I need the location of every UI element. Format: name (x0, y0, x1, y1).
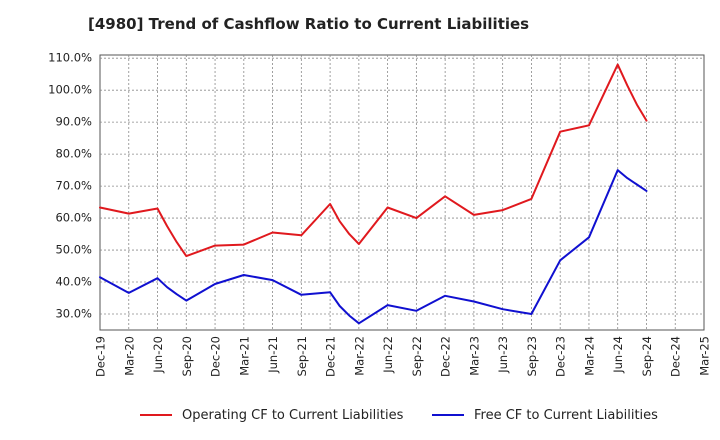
y-tick-label: 90.0% (55, 115, 92, 129)
x-tick-label: Jun-22 (381, 336, 395, 374)
y-tick-label: 50.0% (55, 243, 92, 257)
x-tick-label: Sep-20 (180, 336, 194, 376)
legend-swatch-free-cf (432, 414, 464, 416)
x-tick-label: Sep-22 (410, 336, 424, 376)
chart-title: [4980] Trend of Cashflow Ratio to Curren… (88, 15, 530, 33)
series-line-operating-cf (99, 63, 648, 258)
plot-area (99, 54, 705, 331)
legend-item-operating-cf: Operating CF to Current Liabilities (140, 404, 403, 426)
x-tick-label: Jun-24 (611, 336, 625, 374)
y-tick-label: 60.0% (55, 211, 92, 225)
y-tick-label: 110.0% (48, 51, 92, 65)
legend: Operating CF to Current Liabilities Free… (0, 404, 720, 426)
x-tick-label: Dec-20 (209, 336, 223, 377)
x-tick-label: Jun-21 (266, 336, 280, 374)
x-tick-label: Dec-23 (554, 336, 568, 377)
grid-layer (99, 54, 705, 331)
legend-label-free-cf: Free CF to Current Liabilities (474, 407, 658, 423)
x-tick-label: Sep-23 (525, 336, 539, 376)
x-tick-label: Mar-20 (122, 336, 136, 376)
x-tick-label: Dec-21 (324, 336, 338, 377)
x-tick-label: Sep-24 (640, 336, 654, 376)
x-tick-label: Mar-21 (237, 336, 251, 376)
x-tick-label: Jun-23 (496, 336, 510, 374)
y-tick-label: 40.0% (55, 275, 92, 289)
series-layer (99, 63, 648, 325)
x-tick-label: Dec-19 (94, 336, 108, 377)
legend-swatch-operating-cf (140, 414, 172, 416)
legend-item-free-cf: Free CF to Current Liabilities (432, 404, 658, 426)
x-tick-label: Mar-22 (352, 336, 366, 376)
x-tick-label: Mar-24 (582, 336, 596, 376)
y-tick-label: 100.0% (48, 83, 92, 97)
legend-label-operating-cf: Operating CF to Current Liabilities (182, 407, 404, 423)
axis-layer: Dec-19 Mar-20 Jun-20 Sep-20 Dec-20 Mar-21 Jun-… (48, 51, 711, 377)
y-tick-label: 70.0% (55, 179, 92, 193)
x-tick-label: Sep-21 (295, 336, 309, 376)
x-tick-label: Mar-23 (467, 336, 481, 376)
x-tick-label: Mar-25 (698, 336, 712, 376)
x-tick-label: Dec-22 (439, 336, 453, 377)
series-line-free-cf (99, 169, 648, 325)
x-tick-label: Jun-20 (151, 336, 165, 374)
y-tick-label: 30.0% (55, 307, 92, 321)
y-tick-label: 80.0% (55, 147, 92, 161)
x-tick-label: Dec-24 (669, 336, 683, 377)
